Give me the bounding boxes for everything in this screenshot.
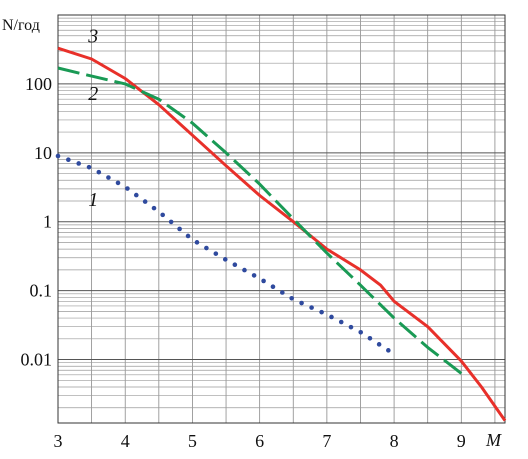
series-1-dot [151,205,157,211]
series-1-dot [232,262,238,268]
y-tick-label: 0.1 [30,281,53,301]
series-1-dot [66,157,71,163]
y-tick-label: 10 [34,143,52,163]
series-1-dot [299,300,304,306]
series-1-dot [329,314,334,320]
series-2-line [57,66,463,375]
series-1-dot [133,192,139,198]
y-tick-label: 1 [43,212,52,232]
series-1-dot [376,342,382,347]
tick-labels: 3 4 5 6 7 8 9 100 10 1 0.1 0.01 [21,74,466,451]
x-axis-label: M [485,430,502,450]
grid-lines [57,15,505,423]
series-1-dot [270,284,276,290]
series-1-dot [309,305,314,310]
series-1-dot [242,267,247,273]
series-1-dot [125,186,130,191]
y-tick-label: 100 [25,74,52,94]
series-1-dot [319,309,324,315]
series-1-dot [204,245,209,251]
series-labels: 3 2 1 [87,25,98,210]
series-1-dot [76,161,81,166]
series-2-label: 2 [88,83,98,105]
x-tick-label: 9 [457,431,466,451]
x-tick-label: 4 [121,431,130,451]
series-1-dot [96,169,102,175]
y-axis-label: N/год [2,17,40,34]
series-1-label: 1 [88,189,98,211]
series-1-dot [222,257,228,262]
x-tick-label: 7 [322,431,331,451]
series-3-label: 3 [87,25,98,47]
series-1-dot [142,199,148,204]
series-1-dot [348,324,354,330]
plot-frame [57,14,506,424]
series-1-dot [194,240,200,245]
series-1-dot [338,319,344,325]
series-1-dot [213,251,219,256]
series-1-dot [289,295,294,301]
series-1-dot [185,233,191,239]
series-1-dot [358,329,364,335]
series-1-dot [261,278,266,284]
y-tick-label: 0.01 [21,350,53,370]
series-1-dot [86,164,92,170]
x-tick-label: 3 [54,431,63,451]
series-1-dot [177,226,182,232]
series-group [55,46,507,422]
series-1-dot [160,212,165,218]
series-1-dot [55,153,61,159]
series-1-dot [251,273,257,278]
series-1-dot [280,290,285,295]
series-1-dot [115,180,121,186]
series-1-dot [168,219,174,225]
x-tick-label: 8 [390,431,399,451]
x-tick-label: 5 [188,431,197,451]
series-1-dot [106,175,111,180]
series-1-dot [386,348,391,353]
series-1-dot [367,335,373,341]
x-tick-label: 6 [255,431,264,451]
